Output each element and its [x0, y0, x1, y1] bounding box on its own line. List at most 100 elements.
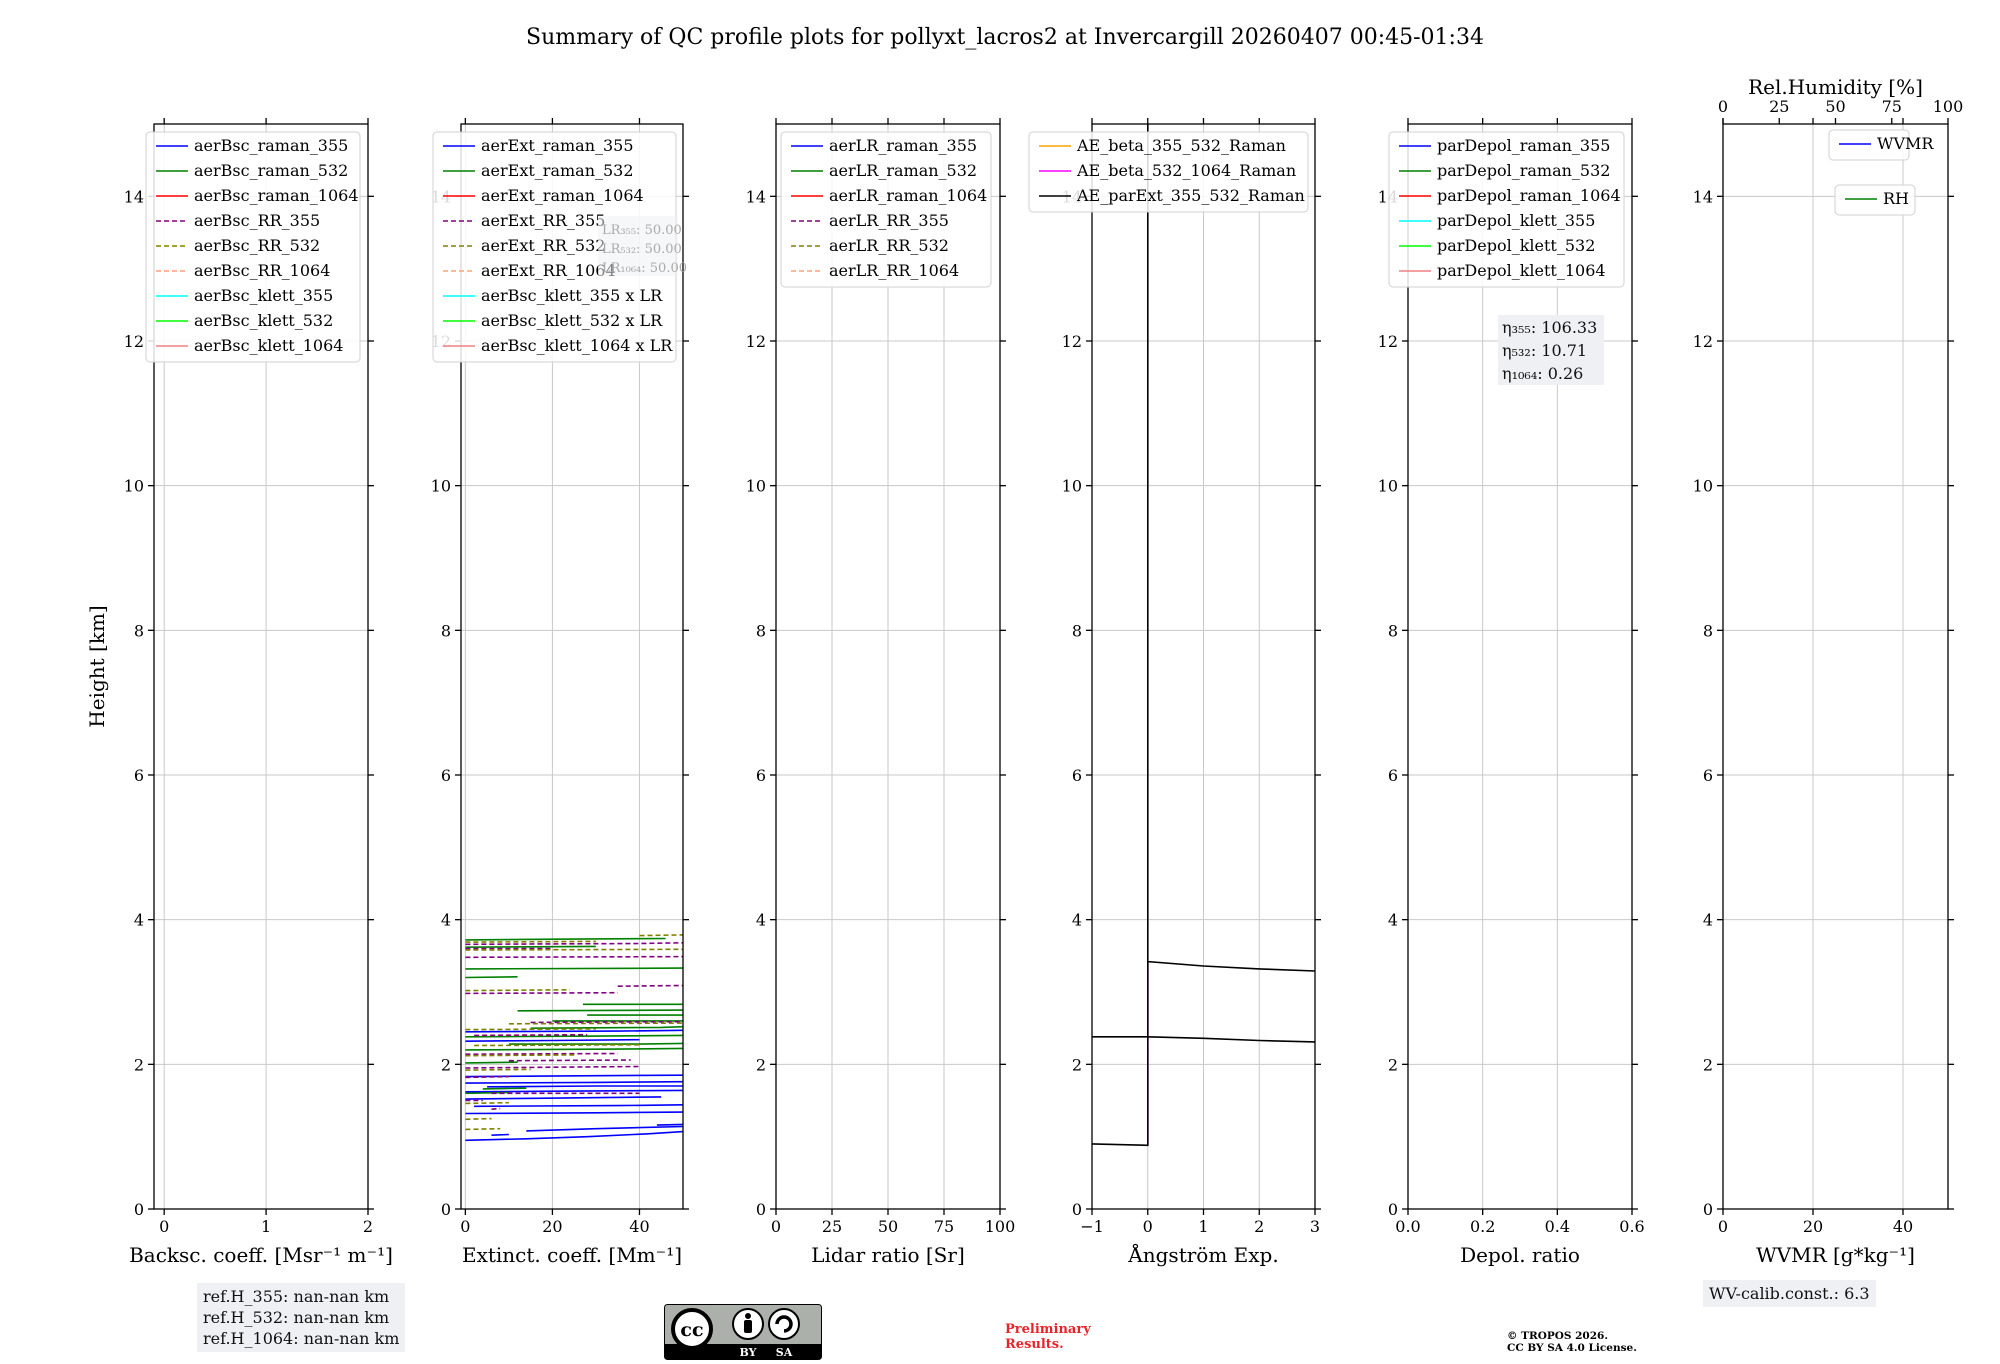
y-tick-label: 2 — [1072, 1055, 1082, 1074]
y-tick-label: 4 — [134, 911, 144, 930]
y-tick-label: 6 — [1388, 766, 1398, 785]
y-tick-label: 2 — [756, 1055, 766, 1074]
preliminary-results-note: Preliminary Results. — [1005, 1322, 1091, 1352]
x-tick-label: 75 — [934, 1217, 954, 1236]
attribution-body-icon — [744, 1320, 752, 1333]
y-tick-label: 8 — [441, 621, 451, 640]
y-tick-label: 8 — [1072, 621, 1082, 640]
y-tick-label: 10 — [431, 477, 451, 496]
x-tick-label: 1 — [1198, 1217, 1208, 1236]
legend-label: RH — [1883, 189, 1909, 208]
legend-label: parDepol_klett_1064 — [1437, 261, 1606, 280]
legend-label: aerLR_raman_1064 — [829, 186, 987, 205]
y-tick-label: 4 — [1072, 911, 1082, 930]
x-axis-label: Backsc. coeff. [Msr⁻¹ m⁻¹] — [129, 1243, 393, 1267]
x-tick-label: 0 — [771, 1217, 781, 1236]
cc-badge-bar — [665, 1344, 821, 1359]
y-tick-label: 6 — [1072, 766, 1082, 785]
y-tick-label: 0 — [441, 1200, 451, 1219]
legend-label: AE_beta_532_1064_Raman — [1076, 161, 1296, 180]
annotation-bg — [598, 216, 678, 276]
axes-frame — [153, 123, 369, 1210]
x-tick-label: 25 — [822, 1217, 842, 1236]
cc-license-badge: cc BY SA — [664, 1304, 822, 1360]
x-tick-label: −1 — [1080, 1217, 1104, 1236]
annotation-text: LR₁₀₆₄: 50.00 — [602, 261, 687, 276]
legend-label: aerBsc_klett_355 x LR — [481, 286, 663, 305]
y-tick-label: 10 — [1693, 477, 1713, 496]
y-tick-label: 14 — [124, 187, 144, 206]
annotation-box: η₃₅₅: 106.33 η₅₃₂: 10.71 η₁₀₆₄: 0.26 — [1498, 315, 1604, 385]
cc-logo-text: cc — [680, 1319, 703, 1341]
panel-extinction: 0246810121402040Extinct. coeff. [Mm⁻¹]ae… — [431, 118, 689, 1267]
y-tick-label: 14 — [1693, 187, 1713, 206]
legend-label: aerExt_RR_355 — [481, 211, 605, 230]
legend-frame — [1028, 131, 1309, 213]
top-x-tick-label: 25 — [1769, 97, 1789, 116]
x-tick-label: 0.6 — [1619, 1217, 1644, 1236]
y-tick-label: 0 — [134, 1200, 144, 1219]
x-tick-label: 2 — [363, 1217, 373, 1236]
legend-label: aerBsc_RR_355 — [194, 211, 320, 230]
legend-label: aerBsc_klett_532 — [194, 311, 333, 330]
legend-label: aerExt_RR_1064 — [481, 261, 616, 280]
legend-label: parDepol_raman_355 — [1437, 136, 1610, 155]
y-tick-label: 14 — [746, 187, 766, 206]
attribution-head-icon — [745, 1313, 751, 1319]
legend-rh-frame — [1834, 184, 1916, 216]
y-tick-label: 12 — [1693, 332, 1713, 351]
legend: aerBsc_raman_355 aerBsc_raman_532 aerBsc_r… — [145, 131, 361, 363]
y-tick-label: 4 — [1388, 911, 1398, 930]
x-tick-label: 100 — [985, 1217, 1016, 1236]
y-tick-label: 12 — [124, 332, 144, 351]
x-axis-label: Lidar ratio [Sr] — [811, 1243, 965, 1267]
x-axis-label: Depol. ratio — [1460, 1243, 1580, 1267]
legend: aerExt_raman_355 aerExt_raman_532 aerExt_r… — [432, 131, 677, 363]
annotation-text: η₁₀₆₄: 0.26 — [1502, 364, 1583, 383]
refh-355-text: ref.H_355: nan-nan km — [203, 1287, 390, 1306]
y-tick-label: 6 — [756, 766, 766, 785]
y-tick-label: 12 — [1378, 332, 1398, 351]
x-axis-label: WVMR [g*kg⁻¹] — [1756, 1243, 1915, 1267]
x-tick-label: 1 — [261, 1217, 271, 1236]
legend-label: aerBsc_RR_532 — [194, 236, 320, 255]
y-tick-label: 2 — [1388, 1055, 1398, 1074]
x-tick-label: 40 — [629, 1217, 649, 1236]
top-axis-label: Rel.Humidity [%] — [1748, 75, 1923, 99]
y-tick-label: 0 — [756, 1200, 766, 1219]
y-tick-label: 8 — [134, 621, 144, 640]
y-tick-label: 6 — [441, 766, 451, 785]
x-tick-label: 50 — [878, 1217, 898, 1236]
legend-label: aerBsc_RR_1064 — [194, 261, 330, 280]
legend-label: aerExt_RR_532 — [481, 236, 605, 255]
series-group — [1092, 124, 1315, 1147]
y-tick-label: 12 — [1062, 332, 1082, 351]
legend-label: aerExt_raman_1064 — [481, 186, 644, 205]
y-tick-label: 0 — [1703, 1200, 1713, 1219]
x-tick-label: 20 — [1803, 1217, 1823, 1236]
legend-label: AE_beta_355_532_Raman — [1076, 136, 1286, 155]
legend-label: aerExt_raman_355 — [481, 136, 634, 155]
axes-frame — [1722, 123, 1949, 1210]
copyright-note: © TROPOS 2026. CC BY SA 4.0 License. — [1507, 1330, 1637, 1354]
legend-frame — [1828, 129, 1910, 161]
x-axis-label: Ångström Exp. — [1127, 1242, 1278, 1267]
legend-label: parDepol_klett_532 — [1437, 236, 1595, 255]
y-tick-label: 2 — [1703, 1055, 1713, 1074]
y-tick-label: 6 — [1703, 766, 1713, 785]
annotation-text: η₅₃₂: 10.71 — [1502, 341, 1587, 360]
annotation-bg — [1498, 315, 1604, 385]
legend-rh: RH — [1834, 184, 1916, 216]
legend-label: aerBsc_raman_1064 — [194, 186, 359, 205]
legend: parDepol_raman_355 parDepol_raman_532 parD… — [1388, 131, 1625, 288]
x-tick-label: 20 — [542, 1217, 562, 1236]
x-tick-label: 0 — [1143, 1217, 1153, 1236]
cc-by-label: BY — [740, 1346, 757, 1359]
series-line-aerExt_raman_532 — [465, 937, 683, 1095]
x-tick-label: 3 — [1310, 1217, 1320, 1236]
x-axis-label: Extinct. coeff. [Mm⁻¹] — [462, 1243, 682, 1267]
